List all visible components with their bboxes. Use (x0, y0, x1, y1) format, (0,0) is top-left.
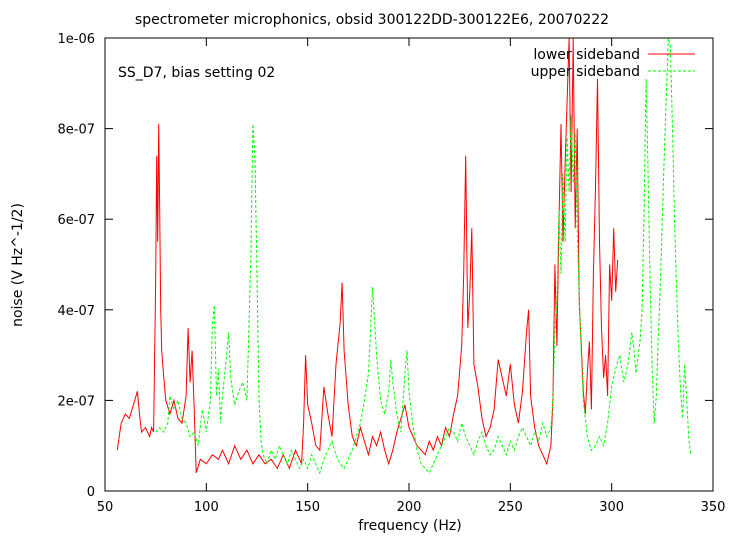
x-tick-label: 50 (97, 500, 114, 515)
x-tick-label: 150 (295, 500, 320, 515)
y-tick-label: 6e-07 (57, 213, 95, 228)
x-tick-label: 250 (498, 500, 523, 515)
plot-frame (104, 37, 714, 492)
plot-area (116, 38, 692, 475)
chart-annotation: SS_D7, bias setting 02 (118, 65, 275, 81)
series-line-lower-sideband (116, 38, 619, 474)
x-axis-title: frequency (Hz) (358, 518, 461, 534)
y-tick-label: 2e-07 (57, 394, 95, 409)
legend-label: lower sideband (533, 47, 640, 63)
y-tick-label: 0 (87, 485, 95, 500)
x-tick-label: 350 (701, 500, 726, 515)
y-tick-label: 8e-07 (57, 123, 95, 138)
series-line-upper-sideband (155, 38, 692, 475)
x-tick-label: 300 (599, 500, 624, 515)
chart-title: spectrometer microphonics, obsid 300122D… (135, 12, 609, 28)
legend-label: upper sideband (531, 64, 640, 80)
y-axis-title: noise (V Hz^-1/2) (10, 203, 26, 327)
x-tick-label: 200 (397, 500, 422, 515)
x-tick-label: 100 (194, 500, 219, 515)
y-tick-label: 4e-07 (57, 304, 95, 319)
y-tick-label: 1e-06 (57, 32, 95, 47)
